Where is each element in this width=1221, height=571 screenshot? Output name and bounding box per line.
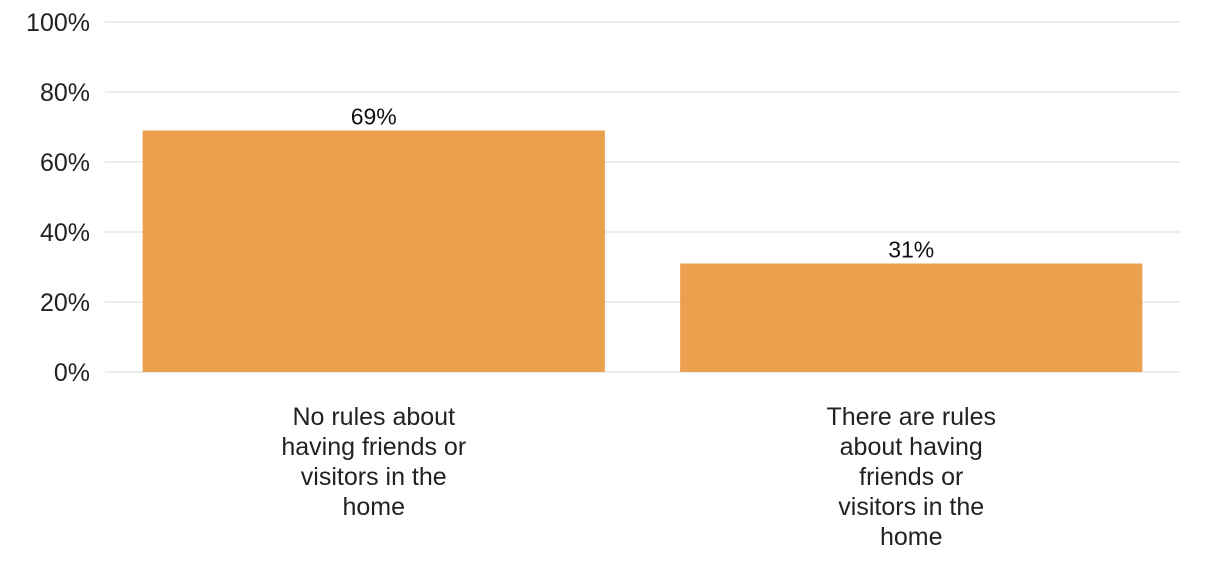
x-category-label-line: home	[880, 523, 943, 551]
y-tick-label: 100%	[26, 9, 90, 37]
x-category-label-line: having friends or	[281, 433, 466, 461]
y-tick-label: 60%	[40, 149, 90, 177]
x-category-label-line: about having	[840, 433, 983, 461]
x-category-label-line: There are rules	[826, 403, 996, 431]
x-category-label: No rules about having friends or visitors …	[281, 403, 466, 521]
data-label-1: 69%	[351, 104, 397, 130]
x-category-label-line: friends or	[859, 463, 963, 491]
y-tick-label: 80%	[40, 79, 90, 107]
x-category-label-line: visitors in the	[301, 463, 447, 491]
bar-1	[142, 130, 605, 372]
bar-2	[680, 263, 1143, 372]
y-tick-label: 40%	[40, 219, 90, 247]
x-category-label: There are rules about having friends or vis…	[826, 403, 996, 551]
data-labels: 69% 31%	[351, 104, 935, 263]
y-tick-label: 20%	[40, 289, 90, 317]
x-category-label-line: home	[342, 493, 405, 521]
bars	[142, 130, 1143, 372]
data-label-2: 31%	[888, 237, 934, 263]
y-axis: 0% 20% 40% 60% 80% 100%	[26, 9, 90, 387]
x-category-label-line: visitors in the	[838, 493, 984, 521]
y-tick-label: 0%	[54, 359, 90, 387]
x-axis: No rules about having friends or visitors …	[281, 403, 996, 551]
x-category-label-line: No rules about	[292, 403, 455, 431]
